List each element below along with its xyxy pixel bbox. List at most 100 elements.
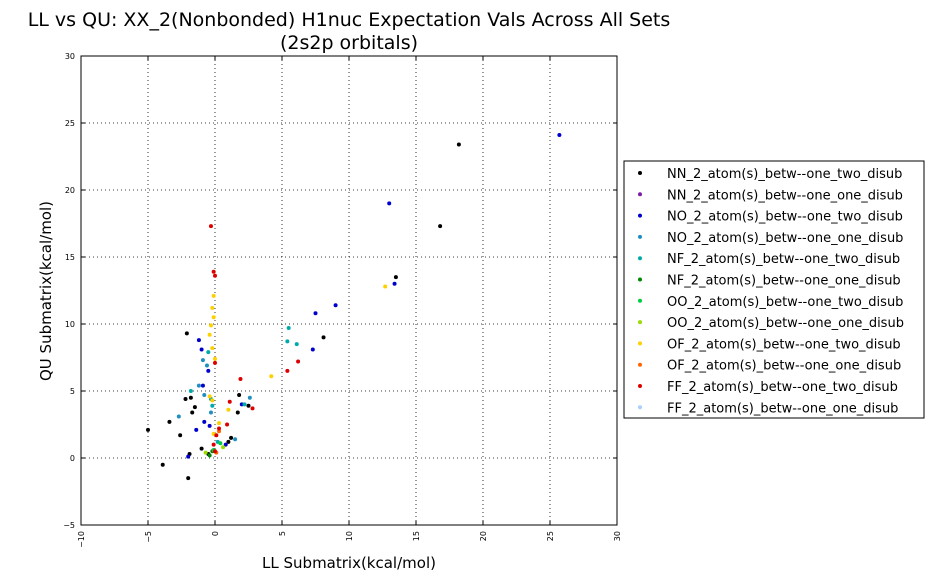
grid-lines: [81, 56, 617, 525]
legend-label: OF_2_atom(s)_betw--one_one_disub: [667, 359, 901, 374]
data-point: [196, 338, 201, 343]
data-point: [208, 410, 213, 415]
legend-label: OO_2_atom(s)_betw--one_two_disub: [667, 295, 903, 310]
data-point: [206, 350, 211, 355]
y-tick-label: 15: [65, 253, 75, 262]
data-point: [213, 449, 217, 454]
y-tick-label: 0: [70, 454, 75, 463]
data-point: [210, 398, 215, 403]
data-point: [167, 419, 172, 424]
x-tick-label: −5: [144, 531, 153, 543]
y-tick-label: 25: [65, 119, 75, 128]
legend-marker: [638, 320, 642, 325]
data-point: [211, 269, 216, 274]
data-point: [233, 437, 238, 442]
data-point: [247, 395, 252, 400]
legend-marker: [638, 362, 642, 367]
data-point: [237, 393, 242, 398]
data-point: [207, 453, 212, 458]
data-point: [200, 383, 205, 388]
data-point: [285, 368, 290, 373]
data-point: [286, 326, 291, 331]
data-point: [200, 358, 205, 363]
chart-subtitle: (2s2p orbitals): [280, 32, 418, 54]
data-point: [218, 441, 223, 446]
data-point: [226, 407, 231, 412]
y-tick-label: 5: [70, 387, 75, 396]
legend-marker: [638, 256, 642, 261]
data-point: [199, 347, 204, 352]
legend-label: FF_2_atom(s)_betw--one_two_disub: [667, 380, 898, 395]
y-tick-label: 30: [65, 52, 75, 61]
data-point: [204, 363, 209, 368]
data-point: [188, 395, 193, 400]
data-point: [178, 433, 183, 438]
data-point: [211, 293, 216, 298]
legend-marker: [638, 298, 642, 303]
data-points: [146, 133, 562, 481]
legend-marker: [638, 341, 642, 346]
x-tick-label: 5: [278, 531, 287, 536]
x-tick-label: 30: [613, 531, 622, 541]
data-point: [207, 423, 212, 428]
plot-area-frame: [80, 55, 618, 526]
data-point: [213, 273, 217, 278]
data-point: [194, 427, 199, 432]
legend-label: FF_2_atom(s)_betw--one_one_disub: [667, 401, 898, 416]
data-point: [202, 393, 207, 398]
legend-marker: [638, 171, 642, 175]
y-tick-label: 10: [65, 320, 75, 329]
legend-label: NN_2_atom(s)_betw--one_two_disub: [667, 167, 902, 182]
x-tick-label: 25: [546, 531, 555, 541]
data-point: [210, 346, 215, 351]
x-tick-label: 20: [479, 531, 488, 541]
x-axis-label: LL Submatrix(kcal/mol): [262, 554, 436, 572]
data-point: [294, 342, 299, 347]
data-point: [207, 394, 212, 399]
legend-box: [623, 160, 925, 419]
legend-marker: [638, 192, 642, 197]
data-point: [333, 303, 338, 308]
legend-marker: [638, 234, 642, 239]
legend-marker: [638, 277, 642, 282]
data-point: [438, 224, 443, 229]
x-tick-label: 0: [211, 531, 220, 536]
data-point: [235, 410, 240, 415]
legend-label: NF_2_atom(s)_betw--one_two_disub: [667, 252, 900, 267]
data-point: [387, 201, 392, 206]
y-axis-label: QU Submatrix(kcal/mol): [37, 201, 55, 381]
legend-label: OF_2_atom(s)_betw--one_two_disub: [667, 337, 901, 352]
data-point: [226, 439, 231, 444]
data-point: [456, 142, 461, 147]
x-tick-label: 15: [412, 531, 421, 541]
data-point: [223, 442, 228, 447]
data-point: [313, 311, 318, 316]
data-point: [225, 422, 230, 427]
data-point: [246, 403, 251, 408]
x-tick-label: −10: [77, 531, 86, 548]
data-point: [186, 476, 191, 481]
data-point: [211, 315, 216, 320]
data-point: [392, 281, 397, 286]
data-point: [208, 323, 213, 328]
data-point: [217, 426, 222, 431]
data-point: [146, 427, 150, 432]
data-point: [557, 133, 562, 138]
data-point: [211, 442, 216, 447]
data-point: [183, 397, 188, 402]
legend-label: NO_2_atom(s)_betw--one_two_disub: [667, 210, 903, 225]
legend: NN_2_atom(s)_betw--one_two_disub NN_2_ato…: [623, 160, 925, 419]
data-point: [206, 368, 211, 373]
data-point: [310, 347, 315, 352]
legend-marker: [638, 405, 642, 410]
data-point: [217, 421, 222, 426]
data-point: [210, 403, 215, 408]
data-point: [208, 224, 213, 229]
data-point: [383, 284, 388, 289]
data-point: [213, 356, 217, 361]
y-tick-label: −5: [63, 521, 75, 530]
data-point: [269, 374, 274, 379]
data-point: [296, 359, 301, 364]
